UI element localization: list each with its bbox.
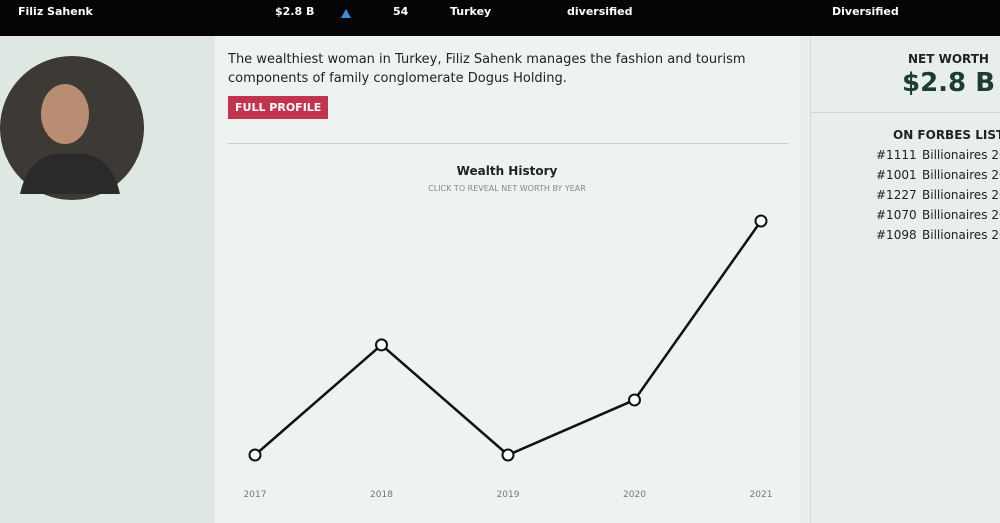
x-tick-label: 2020 — [623, 490, 646, 500]
net-worth-label: NET WORTH — [908, 52, 989, 66]
rank: 54 — [393, 5, 409, 18]
x-tick-label: 2018 — [370, 490, 393, 500]
chart-subtitle: CLICK TO REVEAL NET WORTH BY YEAR — [428, 184, 586, 193]
chart-title: Wealth History — [457, 164, 558, 178]
point[interactable] — [754, 214, 768, 228]
list-rank: #1070 — [876, 208, 917, 222]
source: diversified — [567, 5, 633, 18]
list-name: Billionaires 20 — [922, 188, 1000, 202]
description: The wealthiest woman in Turkey, Filiz Sa… — [228, 52, 746, 86]
left-panel — [0, 36, 215, 523]
divider — [228, 143, 788, 144]
up-arrow — [341, 9, 351, 18]
point[interactable] — [248, 448, 262, 462]
list-rank: #1098 — [876, 228, 917, 242]
main-panel: The wealthiest woman in Turkey, Filiz Sa… — [215, 36, 800, 523]
wealth-chart: Wealth History CLICK TO REVEAL NET WORTH… — [244, 164, 773, 500]
divider — [810, 112, 1000, 113]
x-tick-label: 2021 — [750, 490, 773, 500]
x-tick-label: 2017 — [244, 490, 267, 500]
list-name: Billionaires 20 — [922, 168, 1000, 182]
name: Filiz Sahenk — [18, 5, 93, 18]
lists-label: ON FORBES LISTS — [893, 128, 1000, 142]
top-bar: Filiz Sahenk $2.8 B 54 Turkey diversifie… — [0, 0, 1000, 36]
line — [254, 220, 763, 457]
list-rank: #1111 — [876, 148, 917, 162]
industry: Diversified — [832, 5, 899, 18]
list-rank: #1001 — [876, 168, 917, 182]
sidebar: NET WORTH $2.8 B ON FORBES LISTS #1111 Bi… — [810, 36, 1000, 523]
net-worth-value: $2.8 B — [902, 68, 996, 98]
portrait — [0, 56, 144, 200]
list-rank: #1227 — [876, 188, 917, 202]
point[interactable] — [628, 393, 641, 407]
point[interactable] — [501, 448, 515, 462]
point[interactable] — [375, 338, 388, 352]
divider — [810, 36, 811, 523]
full-profile-button[interactable]: FULL PROFILE — [228, 96, 329, 119]
x-tick-label: 2019 — [497, 490, 520, 500]
country: Turkey — [450, 5, 492, 18]
list-name: Billionaires 20 — [922, 228, 1000, 242]
list-name: Billionaires 20 — [922, 148, 1000, 162]
net-worth: $2.8 B — [275, 5, 315, 18]
list-name: Billionaires 20 — [922, 208, 1000, 222]
